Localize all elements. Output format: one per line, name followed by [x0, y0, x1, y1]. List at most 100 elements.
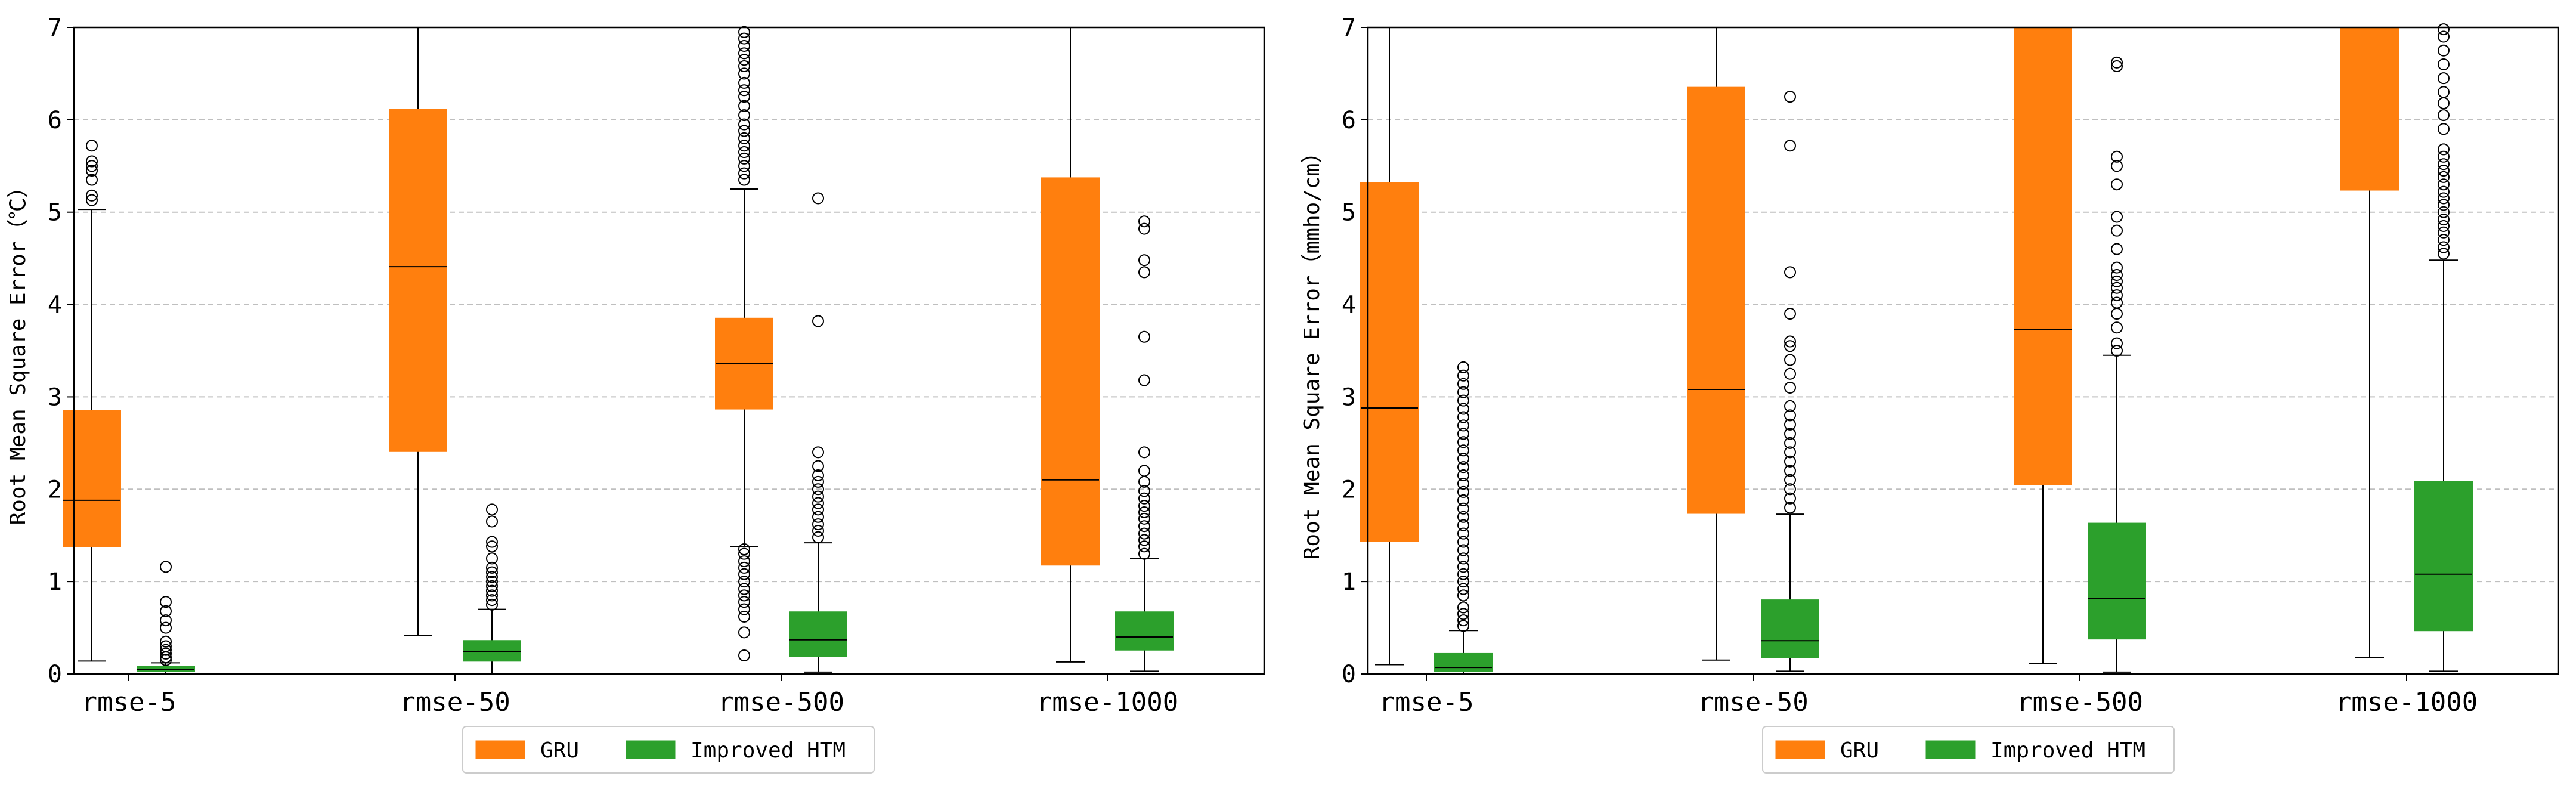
outlier-point — [1784, 266, 1796, 279]
box-gru-rmse-50 — [1687, 27, 1745, 661]
outlier-point — [86, 174, 98, 186]
outlier-point — [486, 503, 498, 516]
outlier-point — [1138, 492, 1150, 505]
outlier-point — [2438, 58, 2450, 70]
outlier-point — [738, 132, 750, 144]
outlier-point — [738, 160, 750, 172]
outlier-point — [1457, 428, 1469, 440]
outlier-point — [812, 315, 824, 327]
outlier-point — [486, 584, 498, 597]
x-tick-label: rmse-500 — [2017, 687, 2143, 717]
outlier-point — [160, 561, 172, 573]
outlier-point — [2111, 60, 2123, 73]
outlier-point — [2438, 72, 2450, 85]
outlier-point — [2111, 321, 2123, 334]
outlier-point — [1457, 511, 1469, 523]
outlier-point — [1138, 547, 1150, 560]
outlier-point — [486, 561, 498, 574]
outlier-point — [2438, 192, 2450, 205]
box-htm-rmse-500 — [2088, 56, 2146, 673]
outlier-point — [1784, 474, 1796, 486]
outlier-point — [738, 589, 750, 602]
outlier-point — [486, 552, 498, 565]
outlier-point — [1138, 465, 1150, 477]
outlier-point — [1457, 453, 1469, 465]
outlier-point — [160, 644, 172, 656]
iqr-box — [63, 410, 121, 547]
box-htm-rmse-5 — [137, 561, 195, 674]
outlier-point — [86, 140, 98, 152]
legend-label-gru: GRU — [1840, 738, 1879, 763]
outlier-point — [1457, 527, 1469, 540]
outlier-point — [738, 561, 750, 574]
outlier-point — [486, 515, 498, 528]
iqr-box — [789, 611, 847, 657]
legend-label-gru: GRU — [540, 738, 579, 763]
y-tick-label: 5 — [1342, 199, 1356, 227]
outlier-point — [738, 596, 750, 608]
outlier-point — [486, 571, 498, 583]
outlier-point — [2438, 44, 2450, 57]
chart-left: 0 1 2 3 4 5 6 7 Root Mean Square Error（℃） rmse-5 r… — [6, 14, 1265, 717]
outlier-point — [1457, 444, 1469, 457]
outlier-point — [1457, 369, 1469, 382]
outlier-point — [2438, 165, 2450, 177]
outlier-point — [1784, 354, 1796, 366]
chart-right: 0 1 2 3 4 5 6 7 Root Mean Square Error（mmho/cm） r… — [1300, 14, 2559, 717]
y-tick-label: 6 — [1342, 107, 1356, 134]
outlier-point — [738, 100, 750, 112]
outlier-point — [738, 626, 750, 639]
outlier-point — [1138, 520, 1150, 533]
y-tick-label: 3 — [1342, 383, 1356, 411]
outlier-point — [812, 446, 824, 459]
outlier-point — [486, 566, 498, 578]
outlier-point — [2438, 178, 2450, 191]
x-tick-label: rmse-50 — [1698, 687, 1808, 717]
outlier-point — [812, 518, 824, 531]
outlier-point — [738, 174, 750, 186]
outlier-point — [1457, 552, 1469, 565]
outlier-point — [486, 598, 498, 611]
outlier-point — [2111, 345, 2123, 357]
outlier-point — [1784, 409, 1796, 422]
outlier-point — [2111, 269, 2123, 281]
outlier-point — [738, 54, 750, 66]
outlier-point — [1784, 428, 1796, 440]
outlier-point — [1784, 340, 1796, 352]
outlier-point — [1138, 446, 1150, 459]
outlier-point — [738, 76, 750, 89]
outlier-point — [812, 531, 824, 543]
outlier-point — [1784, 502, 1796, 514]
outlier-point — [738, 47, 750, 60]
x-tick-label: rmse-500 — [718, 687, 844, 717]
outlier-point — [738, 603, 750, 615]
outlier-point — [2111, 243, 2123, 255]
outlier-point — [1457, 419, 1469, 432]
outlier-point — [2111, 281, 2123, 294]
outlier-point — [1457, 614, 1469, 627]
outlier-point — [1784, 418, 1796, 431]
outlier-point — [2111, 337, 2123, 349]
legend-swatch-gru — [1775, 740, 1825, 759]
outlier-point — [486, 594, 498, 607]
outlier-point — [1457, 411, 1469, 423]
outlier-point — [738, 576, 750, 588]
outlier-point — [2438, 158, 2450, 171]
outlier-point — [812, 511, 824, 523]
box-gru-rmse-1000 — [2340, 27, 2399, 658]
y-axis-label: Root Mean Square Error（℃） — [6, 177, 30, 525]
outlier-point — [160, 647, 172, 660]
outlier-point — [160, 614, 172, 627]
outlier-point — [738, 140, 750, 152]
outlier-point — [812, 469, 824, 482]
outlier-point — [1784, 381, 1796, 394]
outlier-point — [2111, 160, 2123, 172]
outlier-point — [1457, 544, 1469, 556]
outlier-point — [2438, 241, 2450, 253]
y-tick-label: 7 — [1342, 14, 1356, 42]
outlier-point — [2438, 30, 2450, 43]
iqr-box — [389, 109, 447, 452]
axes-frame — [1367, 26, 2559, 675]
iqr-box — [2414, 481, 2473, 632]
outlier-point — [2438, 150, 2450, 163]
